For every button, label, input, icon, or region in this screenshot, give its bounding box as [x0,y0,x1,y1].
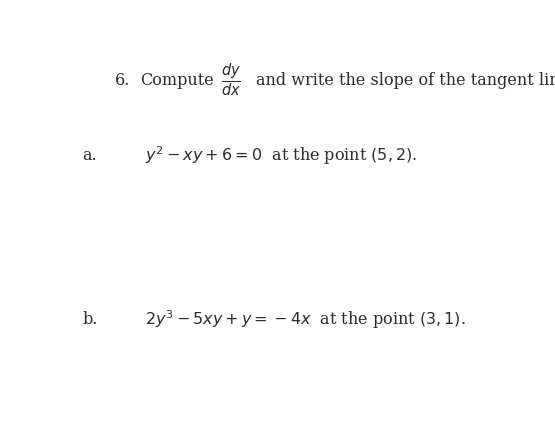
Text: 6.: 6. [114,72,130,89]
Text: $\frac{dy}{dx}$: $\frac{dy}{dx}$ [221,62,241,99]
Text: $y^{2}-xy+6=0$  at the point $(5,2)$.: $y^{2}-xy+6=0$ at the point $(5,2)$. [145,144,417,167]
Text: a.: a. [82,147,97,164]
Text: b.: b. [82,311,98,328]
Text: and write the slope of the tangent lines to: and write the slope of the tangent lines… [256,72,555,89]
Text: Compute: Compute [140,72,214,89]
Text: $2y^{3}-5xy+y=-4x$  at the point $(3,1)$.: $2y^{3}-5xy+y=-4x$ at the point $(3,1)$. [145,308,466,331]
